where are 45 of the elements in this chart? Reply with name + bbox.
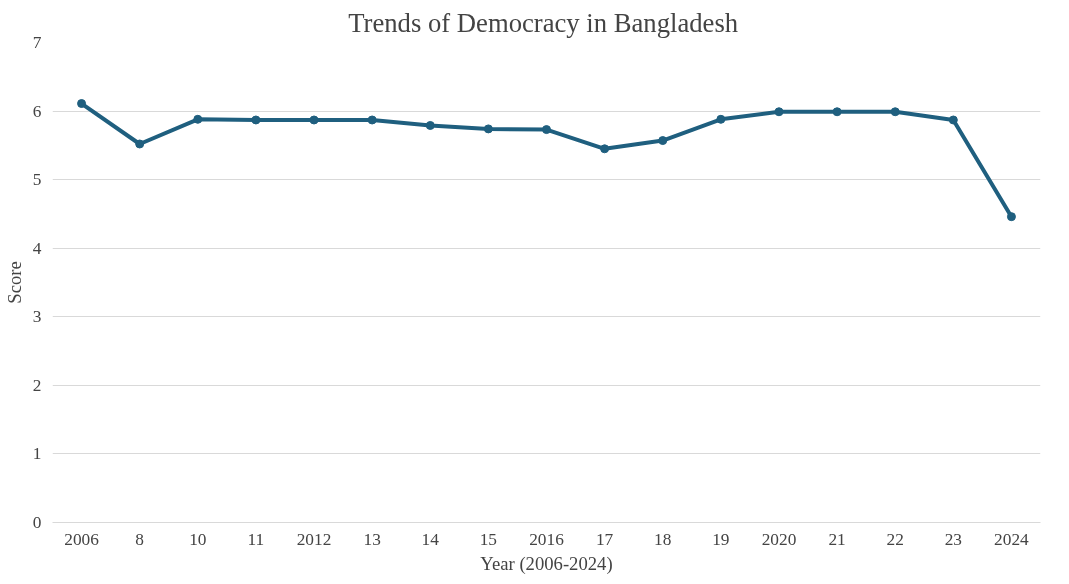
point (774, 107, 784, 117)
x-axis-title: Year (2006-2024) (480, 552, 613, 575)
point (483, 124, 493, 134)
x-tick-label: 19 (712, 529, 730, 549)
x-tick-label: 8 (135, 529, 145, 549)
x-tick-label: 23 (944, 529, 962, 549)
x-tick-label: 2016 (529, 529, 565, 549)
point (367, 115, 377, 125)
x-tick-label: 15 (479, 529, 498, 549)
x-tick-label: 22 (886, 529, 904, 549)
x-tick-label: 2012 (296, 529, 332, 549)
y-tick-label: 0 (32, 513, 42, 532)
point (600, 144, 610, 154)
x-tick-label: 13 (363, 529, 381, 549)
x-tick-label: 2024 (994, 529, 1030, 549)
point (542, 125, 551, 135)
y-tick-label: 6 (32, 101, 42, 121)
y-tick-label: 2 (32, 375, 42, 395)
x-tick-label: 17 (595, 529, 614, 549)
point (193, 114, 203, 124)
x-tick-label: 2006 (64, 529, 100, 549)
y-tick-label: 7 (32, 33, 42, 52)
point (948, 115, 958, 125)
x-tick-label: 11 (247, 529, 265, 549)
x-tick-label: 21 (828, 529, 846, 549)
point (309, 115, 319, 125)
point (135, 139, 145, 149)
x-tick-label: 10 (189, 529, 207, 549)
point (832, 107, 842, 117)
y-tick-label: 5 (32, 170, 42, 190)
x-tick-label: 18 (654, 529, 672, 549)
x-tick-label: 14 (421, 529, 440, 549)
chart-title: Trends of Democracy in Bangladesh (348, 7, 739, 38)
point (77, 99, 87, 109)
y-tick-label: 4 (32, 238, 42, 258)
point (890, 107, 900, 117)
point (658, 136, 668, 146)
y-tick-label: 1 (32, 444, 42, 464)
y-axis-title: Score (3, 261, 25, 304)
point (716, 114, 726, 124)
point (251, 115, 261, 125)
y-tick-label: 3 (32, 307, 42, 327)
point (1006, 212, 1016, 222)
x-tick-label: 2020 (761, 529, 797, 549)
point (425, 120, 435, 130)
